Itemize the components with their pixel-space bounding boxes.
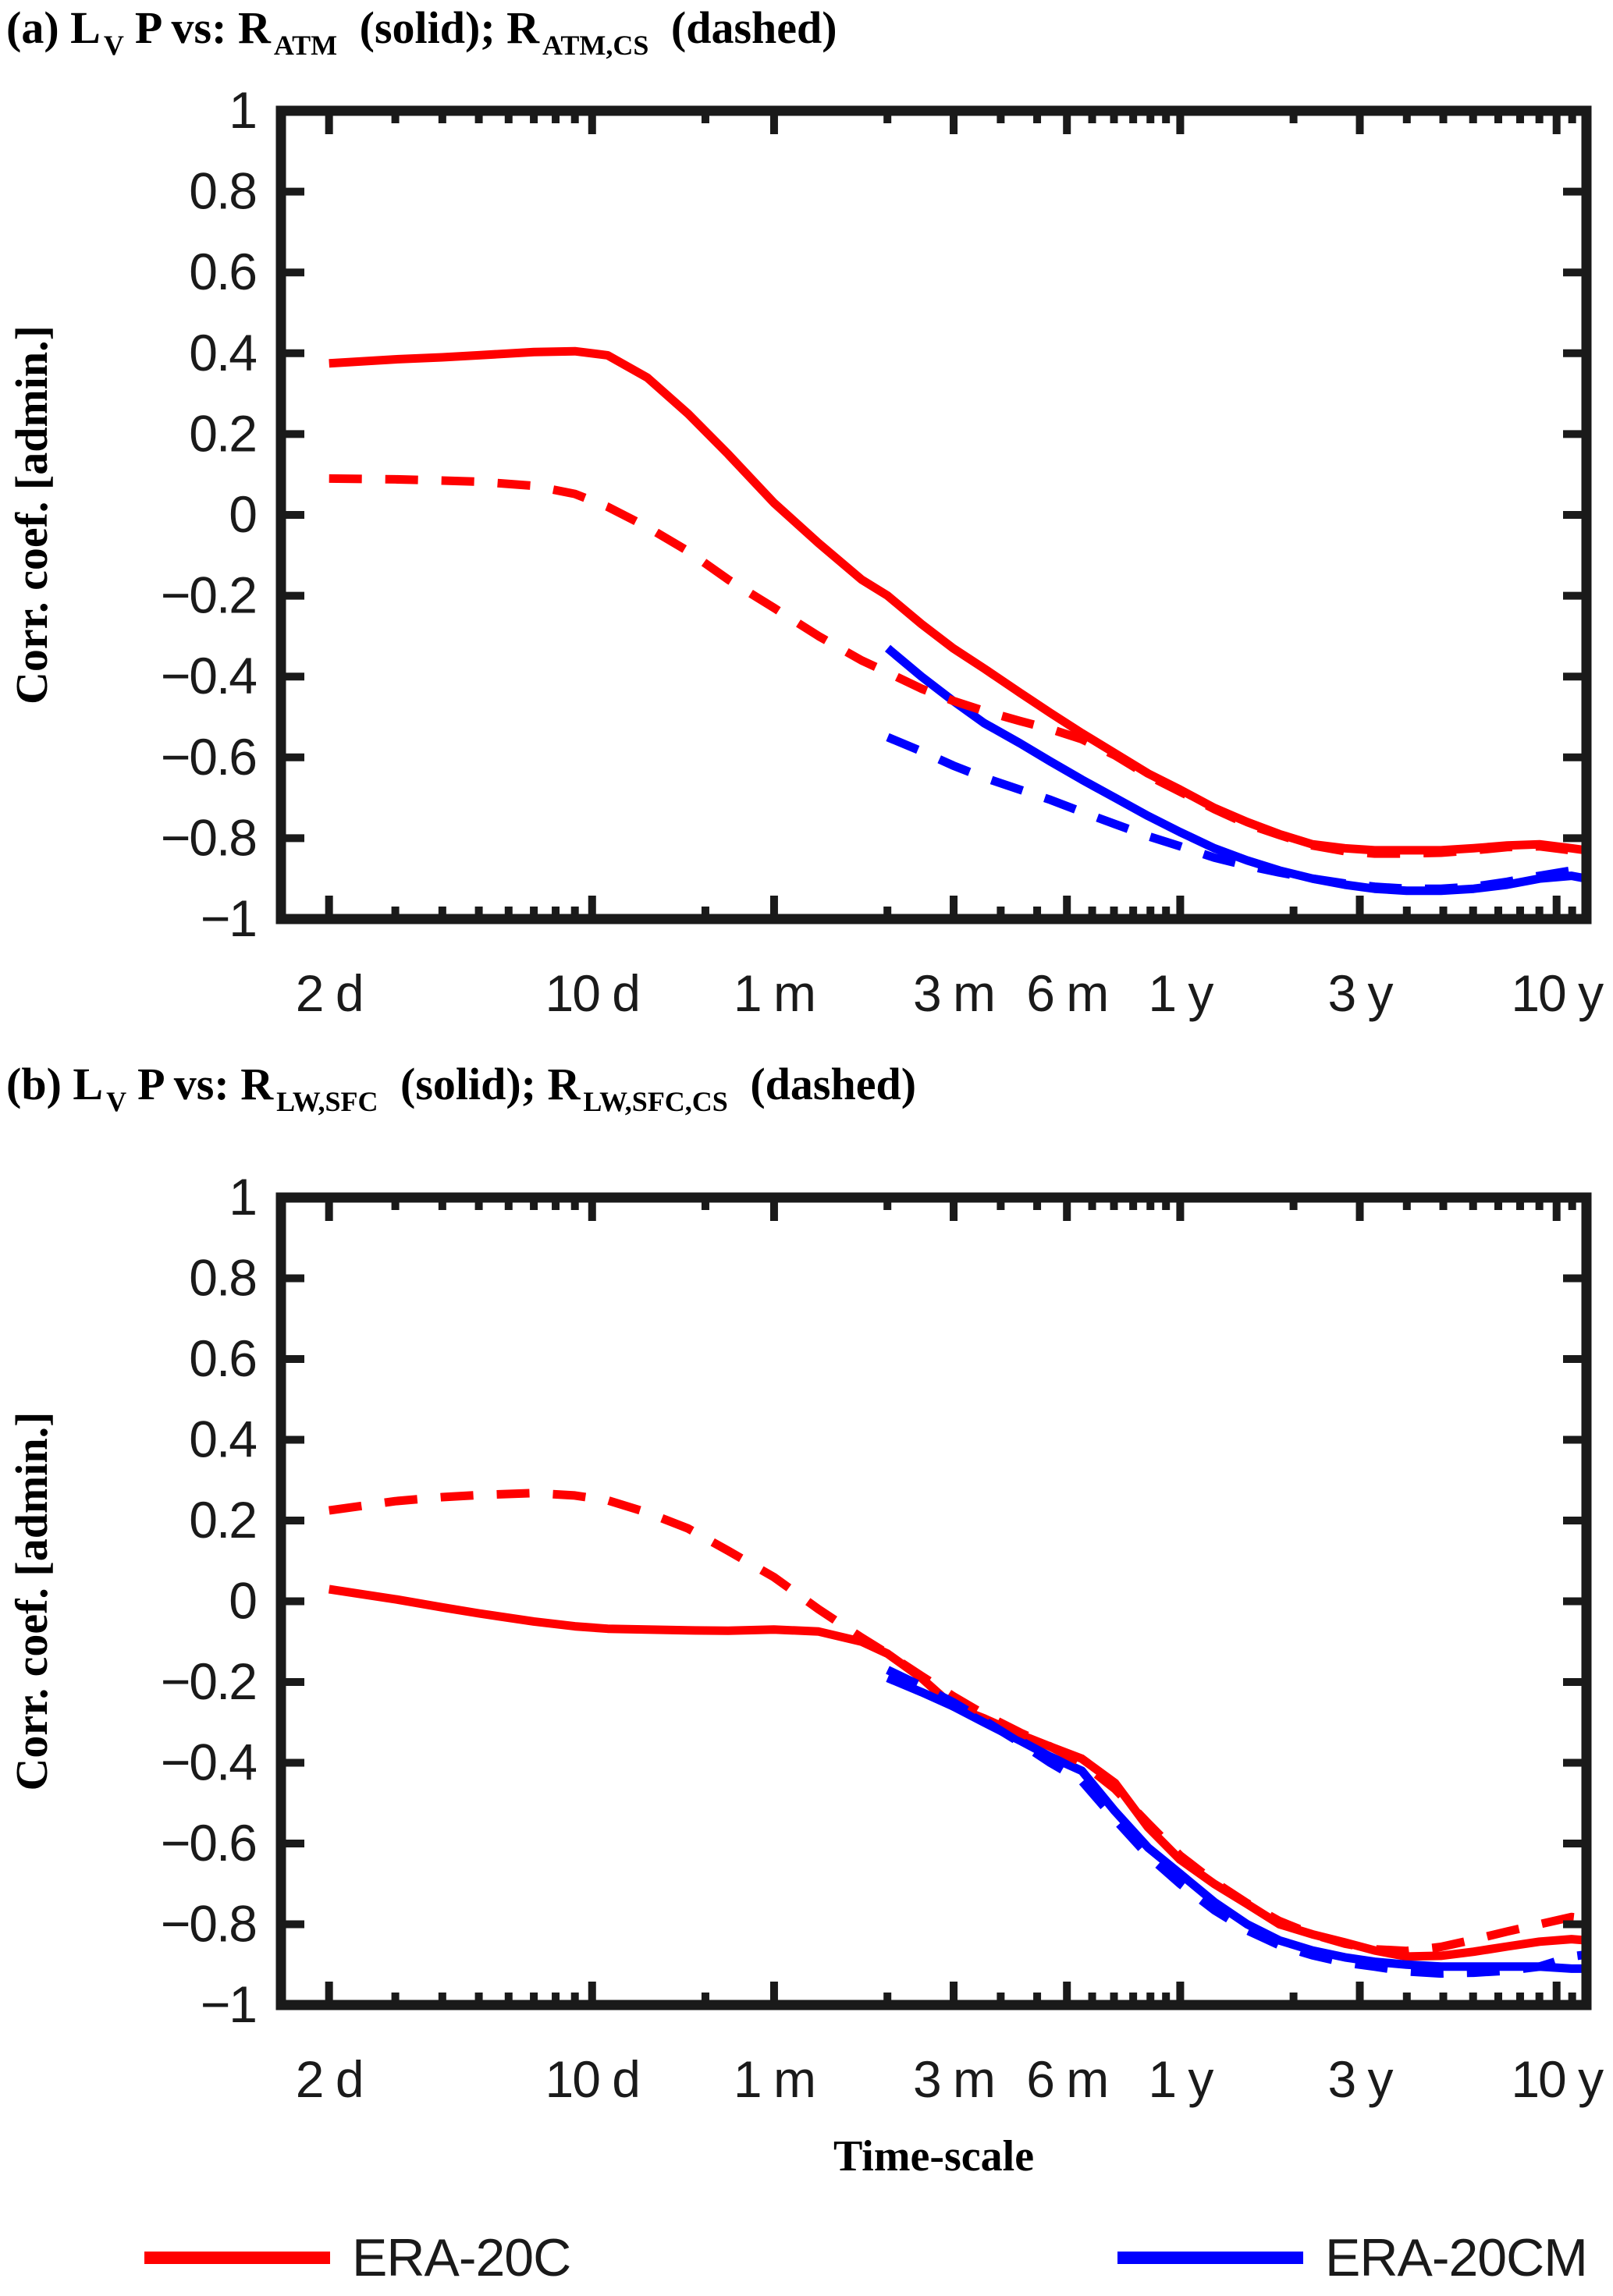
x-tick-label: 2 d [296,2050,363,2108]
x-tick-label: 3 y [1328,964,1394,1022]
legend-item-era20cm: ERA-20CM [1117,2225,1588,2291]
era20c-label: ERA-20C [352,2228,571,2287]
x-tick-label: 3 m [913,964,994,1022]
x-axis-label: Time-scale [833,2132,1035,2181]
y-tick-label: 0.4 [189,1411,256,1468]
y-tick-label: −0.8 [161,808,256,866]
title-subscript: V [106,1086,127,1117]
series-era-20cm-vs-r-atm [884,644,1586,896]
y-tick-label: 0.2 [189,1491,256,1549]
series-era-20c-vs-r-lw-sfc-cs [328,1489,1586,1956]
y-tick-label: 1 [229,1168,256,1226]
x-tick-label: 10 d [545,2050,639,2108]
y-axis-label: Corr. coef. [admin.] [6,325,57,704]
y-tick-label: −0.2 [161,566,256,624]
y-tick-label: −0.8 [161,1895,256,1953]
y-tick-label: 0.6 [189,243,256,300]
title-segment: (dashed) [659,2,837,53]
x-tick-label: 1 m [734,964,815,1022]
title-subscript: ATM [273,30,338,61]
era20cm-line-swatch [1117,2252,1303,2264]
title-segment: (dashed) [738,1059,917,1109]
y-tick-label: −0.2 [161,1652,256,1710]
y-tick-label: −0.6 [161,1814,256,1872]
y-tick-label: 0.4 [189,324,256,381]
series-era-20cm-vs-r-lw-sfc-cs [886,1666,1586,1978]
ticks [281,107,1590,923]
y-tick-label: −0.4 [161,1734,257,1791]
y-tick-label: −1 [201,1975,256,2033]
series-group [329,346,1586,896]
x-tick-label: 10 y [1511,2050,1604,2108]
title-subscript: ATM,CS [542,30,649,61]
y-axis-label: Corr. coef. [admin.] [6,1412,57,1791]
y-tick-label: 0 [229,1572,256,1630]
x-tick-label: 10 d [545,964,639,1022]
panel-b-plot: 1 0.8 0.6 0.4 0.2 0 −0.2 −0.4 −0.6 −0.8 −1 2 d 10 d 1… [6,1168,1605,2108]
title-segment: (b) L [6,1059,104,1109]
title-segment: P vs: R [134,2,271,53]
x-tick-label: 1 y [1148,2050,1213,2108]
axis-box [275,105,1592,924]
y-tick-label: 0.8 [189,1249,256,1307]
y-tick-label: 0.2 [189,404,256,462]
x-tick-label: 3 m [913,2050,994,2108]
legend-item-era20c: ERA-20C [144,2225,571,2291]
panel-a-plot: 1 0.8 0.6 0.4 0.2 0 −0.2 −0.4 −0.6 −0.8 −1 2 d 10 d 1… [6,81,1605,1022]
ticks [281,1194,1590,2009]
series-era-20c-vs-r-atm [329,346,1586,855]
series-era-20cm-vs-r-atm-cs [886,733,1586,893]
title-segment: (a) L [6,2,101,53]
title-subscript: LW,SFC,CS [583,1086,728,1117]
x-tick-label: 2 d [296,964,363,1022]
x-tick-label: 6 m [1026,2050,1107,2108]
y-tick-label: 1 [229,81,256,139]
x-tick-label: 1 m [734,2050,815,2108]
x-tick-label: 1 y [1148,964,1213,1022]
y-tick-label: 0.6 [189,1329,256,1387]
y-tick-label: 0 [229,485,256,543]
series-era-20c-vs-r-lw-sfc [328,1584,1586,1961]
y-tick-label: −0.6 [161,728,256,786]
title-segment: (solid); R [348,2,540,53]
y-tick-label: 0.8 [189,162,256,220]
x-tick-label: 6 m [1026,964,1107,1022]
title-subscript: LW,SFC [276,1086,378,1117]
y-tick-label: −1 [201,889,256,947]
series-era-20c-vs-r-atm-cs [329,474,1586,858]
axis-box [275,1192,1592,2010]
series-group [328,1489,1586,1978]
y-tick-label: −0.4 [161,647,257,704]
era20c-line-swatch [144,2252,330,2264]
title-segment: (solid); R [389,1059,581,1109]
x-tick-label: 3 y [1328,2050,1394,2108]
title-subscript: V [103,30,124,61]
title-segment: P vs: R [137,1059,274,1109]
x-tick-label: 10 y [1511,964,1604,1022]
era20cm-label: ERA-20CM [1325,2228,1588,2287]
